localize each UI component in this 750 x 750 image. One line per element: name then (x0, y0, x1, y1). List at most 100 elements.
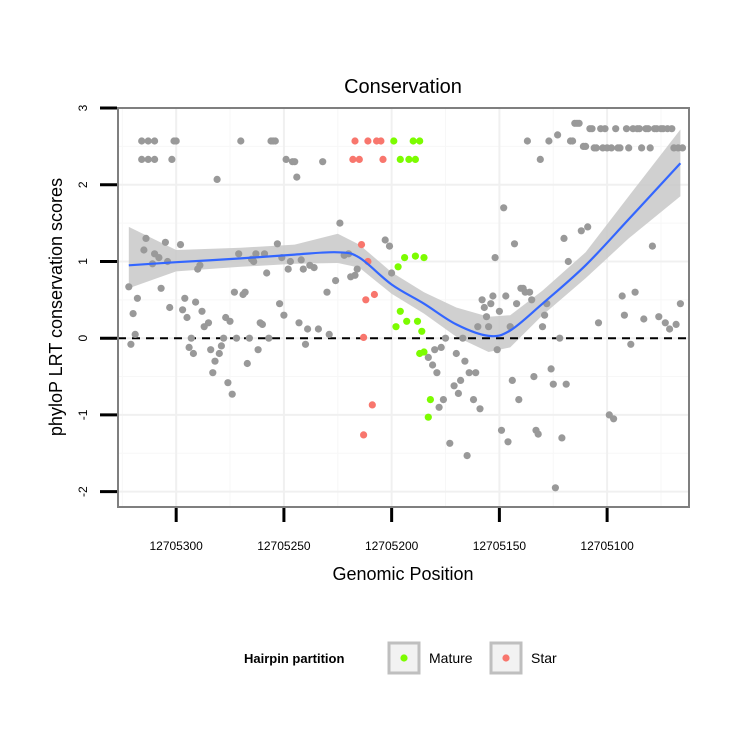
other-point (620, 311, 629, 319)
mature-point (394, 263, 402, 271)
legend-label-mature: Mature (429, 650, 473, 666)
other-point (295, 319, 303, 327)
other-point (179, 306, 187, 314)
other-point (319, 158, 327, 166)
other-point (125, 283, 133, 291)
other-point (151, 155, 159, 163)
other-point (495, 307, 503, 315)
other-point (437, 343, 445, 351)
star-point (360, 333, 368, 341)
legend-dot-mature (400, 654, 408, 662)
star-point (364, 137, 372, 145)
other-point (457, 376, 465, 384)
confidence-ribbon (128, 129, 681, 352)
legend-dot-star (502, 654, 510, 662)
other-point (515, 396, 523, 404)
other-point (265, 334, 273, 342)
other-point (528, 296, 536, 304)
mature-point (420, 254, 428, 262)
mature-point (426, 396, 434, 404)
other-point (228, 390, 236, 398)
other-point (284, 265, 292, 273)
other-point (646, 144, 654, 152)
other-point (230, 288, 238, 296)
other-point (485, 323, 493, 331)
star-point (370, 290, 378, 299)
other-point (241, 288, 249, 296)
other-point (235, 250, 243, 258)
other-point (676, 300, 685, 308)
legend-label-star: Star (531, 650, 557, 666)
other-point (217, 342, 225, 350)
other-point (648, 242, 657, 250)
other-point (351, 271, 359, 279)
star-point (351, 137, 359, 145)
other-point (388, 269, 396, 277)
other-point (678, 144, 687, 152)
mature-point (411, 155, 419, 163)
other-point (211, 357, 219, 365)
other-point (450, 382, 458, 390)
x-tick-label: 12705150 (473, 539, 527, 553)
y-tick-label: 3 (76, 104, 90, 111)
other-point (672, 320, 680, 328)
other-point (181, 294, 189, 302)
other-point (142, 234, 150, 242)
other-point (594, 319, 603, 327)
other-point (232, 334, 241, 342)
other-point (151, 137, 159, 145)
other-point (226, 317, 234, 325)
other-point (176, 241, 185, 249)
legend: Hairpin partition Mature Star (244, 641, 557, 675)
other-point (280, 311, 288, 319)
other-point (474, 323, 482, 331)
other-point (254, 346, 262, 354)
y-axis-title: phyloP LRT conservation scores (46, 178, 66, 436)
other-point (213, 175, 221, 183)
other-point (185, 343, 193, 351)
mature-point (416, 137, 424, 145)
x-axis: 12705300 12705250 12705200 12705150 12705100 (149, 508, 634, 553)
other-point (299, 265, 307, 273)
other-point (478, 296, 486, 304)
plot-panel (117, 107, 690, 508)
other-point (625, 144, 633, 152)
other-point (431, 346, 439, 354)
other-point (446, 439, 454, 447)
other-point (530, 373, 538, 381)
other-point (616, 144, 624, 152)
other-point (510, 240, 519, 248)
other-point (237, 137, 245, 145)
other-point (666, 325, 674, 333)
other-point (526, 288, 534, 296)
other-point (627, 340, 635, 348)
other-point (138, 155, 146, 163)
other-point (558, 434, 566, 442)
y-tick-label: 2 (76, 181, 90, 188)
other-point (538, 323, 547, 331)
other-point (168, 155, 176, 163)
mature-point (409, 137, 417, 145)
other-point (204, 319, 213, 327)
other-point (461, 357, 469, 365)
other-point (562, 380, 570, 388)
other-point (556, 334, 564, 342)
other-point (487, 300, 495, 308)
y-tick-label: -2 (76, 486, 90, 497)
other-point (276, 300, 284, 308)
other-point (144, 137, 152, 145)
other-point (304, 325, 312, 333)
other-point (271, 137, 279, 145)
other-point (353, 265, 361, 273)
other-point (668, 125, 676, 133)
other-point (282, 155, 290, 163)
other-point (439, 396, 447, 404)
other-point (323, 288, 331, 296)
x-axis-title: Genomic Position (332, 564, 473, 584)
other-point (497, 426, 506, 434)
other-point (157, 284, 165, 292)
other-point (601, 125, 609, 133)
other-point (258, 320, 266, 328)
other-point (129, 310, 137, 318)
other-point (220, 334, 228, 342)
